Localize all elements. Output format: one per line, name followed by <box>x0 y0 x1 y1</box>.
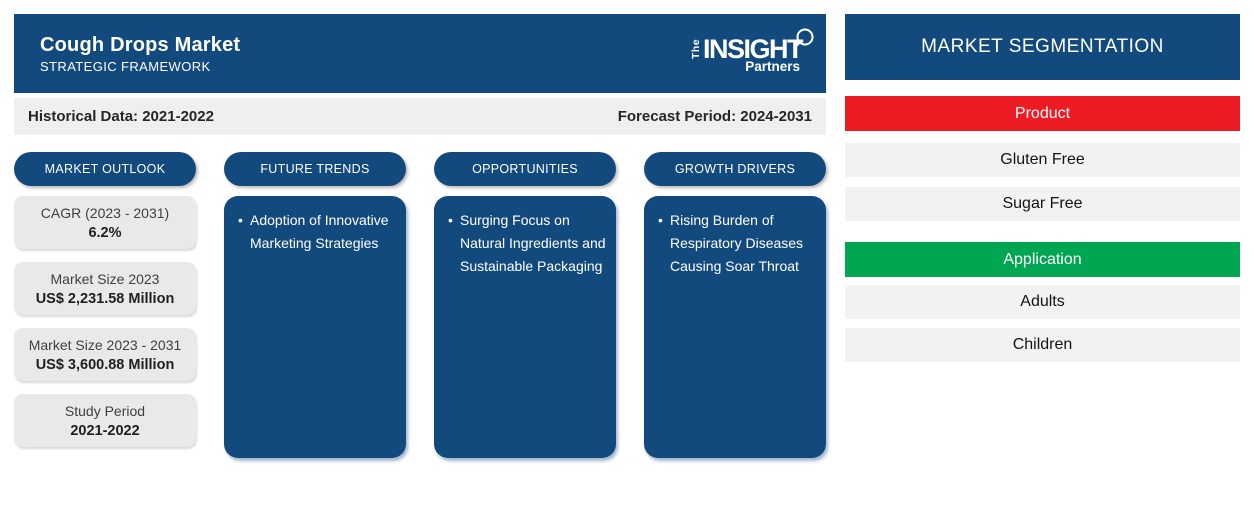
page-title: Cough Drops Market <box>40 34 241 56</box>
logo-insight-text: INSIGHT <box>702 33 804 64</box>
column-opportunities: OPPORTUNITIES Surging Focus on Natural I… <box>434 152 616 460</box>
future-trends-box: Adoption of Innovative Marketing Strateg… <box>224 196 406 458</box>
opportunities-box: Surging Focus on Natural Ingredients and… <box>434 196 616 458</box>
stat-cagr: CAGR (2023 - 2031) 6.2% <box>14 196 196 249</box>
opportunities-bullet-text: Surging Focus on Natural Ingredients and… <box>460 212 606 274</box>
forecast-period-label: Forecast Period: 2024-2031 <box>617 108 812 125</box>
bullet-icon <box>448 209 460 278</box>
bullet-icon <box>658 209 670 278</box>
insight-partners-logo: The INSIGHT Partners <box>690 28 814 74</box>
bullet-icon <box>238 209 250 255</box>
period-strip: Historical Data: 2021-2022 Forecast Peri… <box>14 98 826 135</box>
future-trends-bullet: Adoption of Innovative Marketing Strateg… <box>238 209 398 255</box>
page-subtitle: STRATEGIC FRAMEWORK <box>40 59 211 74</box>
segment-item-children: Children <box>845 328 1240 362</box>
framework-columns: MARKET OUTLOOK CAGR (2023 - 2031) 6.2% M… <box>14 152 826 460</box>
stat-market-size-range-value: US$ 3,600.88 Million <box>35 357 175 374</box>
magnifier-icon <box>793 28 814 49</box>
segment-group-application: Application <box>845 242 1240 277</box>
stat-study-period: Study Period 2021-2022 <box>14 394 196 447</box>
stat-market-size-2023: Market Size 2023 US$ 2,231.58 Million <box>14 262 196 315</box>
logo-partners-text: Partners <box>745 58 800 74</box>
segment-item-adults: Adults <box>845 285 1240 319</box>
segment-item-sugar-free: Sugar Free <box>845 187 1240 221</box>
stat-study-period-label: Study Period <box>64 402 146 419</box>
market-segmentation-panel: MARKET SEGMENTATION Product Gluten Free … <box>845 14 1240 362</box>
logo-the-box: The <box>690 36 703 63</box>
market-outlook-pill: MARKET OUTLOOK <box>14 152 196 186</box>
segmentation-title: MARKET SEGMENTATION <box>845 14 1240 80</box>
logo-the-text: The <box>690 38 703 60</box>
title-banner: Cough Drops Market STRATEGIC FRAMEWORK T… <box>14 14 826 93</box>
stat-study-period-value: 2021-2022 <box>70 423 140 440</box>
growth-drivers-bullet-text: Rising Burden of Respiratory Diseases Ca… <box>670 212 804 274</box>
segment-item-gluten-free: Gluten Free <box>845 143 1240 177</box>
growth-drivers-bullet: Rising Burden of Respiratory Diseases Ca… <box>658 209 818 278</box>
column-future-trends: FUTURE TRENDS Adoption of Innovative Mar… <box>224 152 406 460</box>
segment-group-product: Product <box>845 96 1240 131</box>
opportunities-bullet: Surging Focus on Natural Ingredients and… <box>448 209 608 278</box>
stat-cagr-label: CAGR (2023 - 2031) <box>40 204 170 221</box>
framework-section: Cough Drops Market STRATEGIC FRAMEWORK T… <box>14 14 826 460</box>
column-market-outlook: MARKET OUTLOOK CAGR (2023 - 2031) 6.2% M… <box>14 152 196 460</box>
stat-market-size-range-label: Market Size 2023 - 2031 <box>28 336 182 353</box>
stat-market-size-range: Market Size 2023 - 2031 US$ 3,600.88 Mil… <box>14 328 196 381</box>
future-trends-pill: FUTURE TRENDS <box>224 152 406 186</box>
title-wrap: Cough Drops Market STRATEGIC FRAMEWORK <box>40 33 240 74</box>
growth-drivers-box: Rising Burden of Respiratory Diseases Ca… <box>644 196 826 458</box>
opportunities-pill: OPPORTUNITIES <box>434 152 616 186</box>
future-trends-bullet-text: Adoption of Innovative Marketing Strateg… <box>250 212 389 251</box>
growth-drivers-pill: GROWTH DRIVERS <box>644 152 826 186</box>
historical-data-label: Historical Data: 2021-2022 <box>28 108 214 125</box>
column-growth-drivers: GROWTH DRIVERS Rising Burden of Respirat… <box>644 152 826 460</box>
stat-market-size-2023-label: Market Size 2023 <box>50 270 160 287</box>
logo-main: INSIGHT Partners <box>702 28 814 74</box>
stat-market-size-2023-value: US$ 2,231.58 Million <box>35 291 175 308</box>
stat-cagr-value: 6.2% <box>88 225 122 242</box>
